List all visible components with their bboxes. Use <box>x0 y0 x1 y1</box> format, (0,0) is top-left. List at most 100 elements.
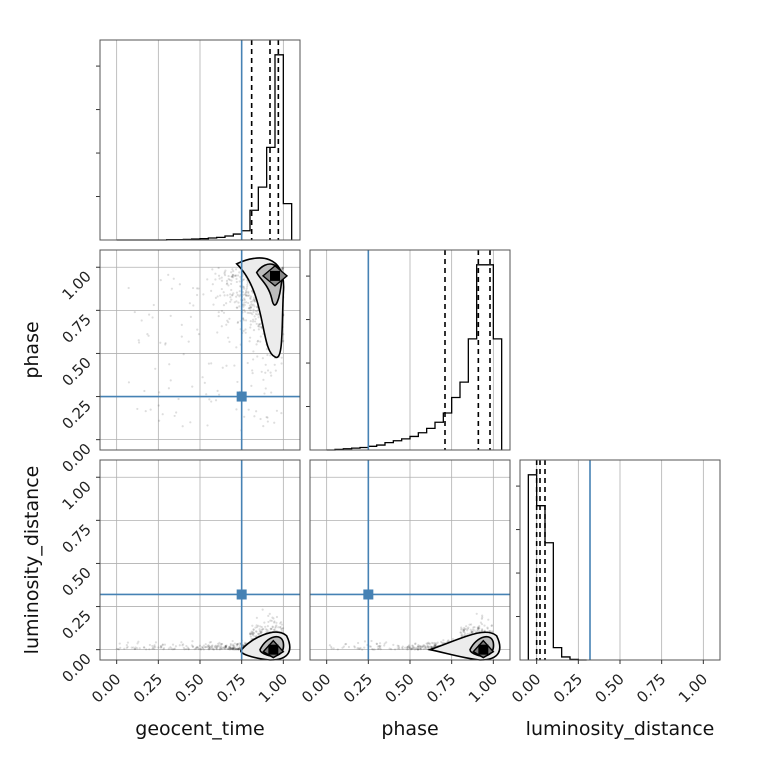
scatter-geocent-time-luminosity-distance-point <box>199 647 202 650</box>
scatter-geocent-time-phase-point <box>257 312 260 316</box>
scatter-geocent-time-phase-point <box>280 267 284 270</box>
scatter-geocent-time-phase-point <box>247 290 250 293</box>
scatter-geocent-time-luminosity-distance-point <box>224 645 227 649</box>
scatter-geocent-time-phase-point <box>172 277 175 280</box>
scatter-geocent-time-phase-point <box>249 326 252 329</box>
scatter-geocent-time-phase-point <box>229 296 232 299</box>
scatter-geocent-time-luminosity-distance-point <box>224 645 227 648</box>
scatter-phase-luminosity-distance-point <box>423 645 427 648</box>
scatter-geocent-time-luminosity-distance-point <box>223 646 226 649</box>
scatter-geocent-time-phase-point <box>231 293 234 296</box>
scatter-geocent-time-luminosity-distance-point <box>145 648 148 651</box>
scatter-geocent-time-phase-point <box>217 274 221 277</box>
scatter-geocent-time-phase-point <box>281 267 284 270</box>
scatter-geocent-time-phase-point <box>233 364 236 367</box>
scatter-phase-luminosity-distance-point <box>370 648 374 651</box>
scatter-geocent-time-phase-point <box>247 408 250 411</box>
scatter-geocent-time-phase-point <box>230 275 233 278</box>
panel-scatter-phase-luminosity-distance: 0.00 0.25 0.50 0.75 1.00 <box>298 459 511 706</box>
scatter-geocent-time-phase-point <box>197 287 200 290</box>
scatter-phase-luminosity-distance-point <box>408 646 411 650</box>
scatter-geocent-time-phase-point <box>274 369 277 372</box>
scatter-geocent-time-phase-point <box>246 361 249 365</box>
scatter-geocent-time-phase-point <box>244 319 248 322</box>
scatter-geocent-time-phase-point <box>238 290 241 293</box>
scatter-geocent-time-phase-point <box>280 362 283 365</box>
scatter-geocent-time-luminosity-distance-point <box>133 647 136 651</box>
scatter-geocent-time-luminosity-distance-point <box>273 628 276 631</box>
scatter-geocent-time-phase-point <box>234 274 237 277</box>
scatter-phase-luminosity-distance-point <box>491 630 494 633</box>
scatter-geocent-time-phase-point <box>262 425 265 428</box>
scatter-geocent-time-luminosity-distance-point <box>174 645 178 648</box>
scatter-geocent-time-luminosity-distance-point <box>117 648 121 651</box>
scatter-phase-luminosity-distance-point <box>411 644 414 648</box>
scatter-geocent-time-luminosity-distance-point <box>255 616 258 619</box>
scatter-geocent-time-luminosity-distance-point <box>135 647 139 650</box>
scatter-geocent-time-phase-point <box>223 272 226 275</box>
scatter-geocent-time-luminosity-distance-point <box>228 648 231 651</box>
scatter-geocent-time-phase-point <box>187 340 190 343</box>
scatter-geocent-time-luminosity-distance-point <box>232 645 235 648</box>
scatter-geocent-time-phase-point <box>164 343 167 346</box>
scatter-geocent-time-phase-point <box>254 312 258 316</box>
scatter-geocent-time-luminosity-distance-point <box>252 632 255 635</box>
scatter-geocent-time-luminosity-distance-point <box>271 616 274 619</box>
scatter-geocent-time-luminosity-distance-point <box>232 647 235 650</box>
scatter-geocent-time-phase-point <box>257 323 261 326</box>
scatter-geocent-time-phase-point <box>250 384 253 387</box>
scatter-geocent-time-phase-point <box>231 268 234 271</box>
scatter-geocent-time-luminosity-distance-peak-marker <box>268 644 279 655</box>
scatter-geocent-time-phase-point <box>251 313 254 316</box>
scatter-geocent-time-luminosity-distance-point <box>208 645 211 648</box>
scatter-geocent-time-phase-point <box>157 404 160 407</box>
scatter-geocent-time-phase-point <box>235 306 238 309</box>
scatter-geocent-time-luminosity-distance-point <box>191 645 194 648</box>
scatter-geocent-time-phase-point <box>220 287 223 291</box>
scatter-geocent-time-phase-point <box>242 317 245 321</box>
scatter-geocent-time-luminosity-distance-point <box>123 647 126 650</box>
scatter-phase-luminosity-distance-point <box>464 627 467 631</box>
scatter-geocent-time-phase-point <box>249 296 252 299</box>
scatter-geocent-time-phase-point <box>229 300 232 303</box>
scatter-geocent-time-luminosity-distance-point <box>231 647 234 650</box>
scatter-phase-luminosity-distance-point <box>328 644 331 647</box>
scatter-geocent-time-phase-point <box>231 276 235 279</box>
scatter-geocent-time-luminosity-distance-point <box>235 647 238 651</box>
scatter-geocent-time-luminosity-distance-point <box>208 646 211 650</box>
scatter-geocent-time-luminosity-distance-xtick-label-4: 1.00 <box>255 670 291 706</box>
scatter-geocent-time-phase-point <box>210 362 213 365</box>
scatter-geocent-time-luminosity-distance-point <box>233 642 237 645</box>
scatter-geocent-time-luminosity-distance-point <box>251 631 255 634</box>
scatter-phase-luminosity-distance-point <box>427 645 430 649</box>
scatter-geocent-time-luminosity-distance-point <box>180 641 183 644</box>
scatter-geocent-time-phase-point <box>249 300 253 303</box>
scatter-phase-luminosity-distance-point <box>476 626 480 629</box>
scatter-phase-luminosity-distance-point <box>428 646 431 649</box>
scatter-geocent-time-luminosity-distance-point <box>182 643 185 646</box>
scatter-geocent-time-luminosity-distance-point <box>236 642 240 646</box>
scatter-geocent-time-luminosity-distance-point <box>148 648 151 651</box>
scatter-geocent-time-phase-point <box>220 325 223 328</box>
scatter-phase-luminosity-distance-point <box>422 644 425 647</box>
scatter-geocent-time-luminosity-distance-point <box>190 644 194 647</box>
scatter-phase-luminosity-distance-point <box>356 647 359 650</box>
scatter-geocent-time-phase-point <box>169 379 172 382</box>
scatter-phase-luminosity-distance-point <box>463 628 466 631</box>
scatter-phase-luminosity-distance-point <box>406 646 409 649</box>
scatter-phase-luminosity-distance-point <box>372 648 375 651</box>
scatter-geocent-time-luminosity-distance-point <box>262 627 265 631</box>
scatter-geocent-time-phase-point <box>259 417 262 421</box>
scatter-geocent-time-luminosity-distance-point <box>132 646 135 649</box>
scatter-geocent-time-phase-point <box>232 292 235 295</box>
scatter-geocent-time-phase-point <box>252 318 255 321</box>
scatter-geocent-time-phase-point <box>214 399 218 402</box>
scatter-geocent-time-luminosity-distance-point <box>272 617 275 620</box>
scatter-geocent-time-luminosity-distance-point <box>151 646 155 649</box>
scatter-geocent-time-luminosity-distance-point <box>201 646 205 649</box>
scatter-geocent-time-luminosity-distance-point <box>271 625 274 628</box>
scatter-phase-luminosity-distance-point <box>376 645 379 648</box>
scatter-geocent-time-luminosity-distance-point <box>267 620 270 624</box>
scatter-phase-luminosity-distance-point <box>417 643 420 647</box>
scatter-geocent-time-luminosity-distance-point <box>249 632 252 635</box>
